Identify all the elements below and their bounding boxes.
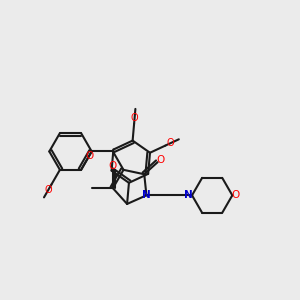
Text: O: O — [131, 113, 138, 123]
Text: N: N — [142, 190, 151, 200]
Text: O: O — [232, 190, 240, 200]
Text: N: N — [184, 190, 193, 200]
Text: O: O — [44, 185, 52, 195]
Text: O: O — [85, 151, 94, 161]
Text: O: O — [109, 161, 117, 171]
Text: O: O — [167, 138, 174, 148]
Text: O: O — [156, 154, 165, 165]
